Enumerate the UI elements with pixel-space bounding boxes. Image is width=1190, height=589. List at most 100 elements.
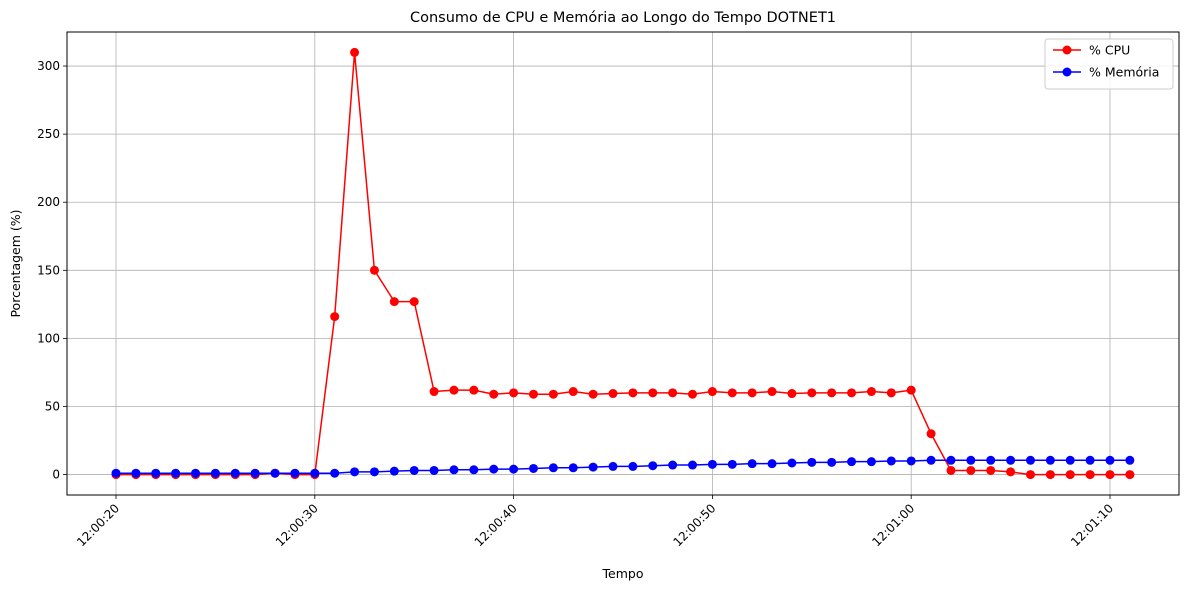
data-point-cpu: [688, 389, 698, 399]
data-point-memory: [409, 465, 419, 475]
legend-marker-memory: [1062, 67, 1072, 77]
plot-area-frame: [66, 31, 1180, 496]
data-point-memory: [906, 456, 916, 466]
data-point-cpu: [807, 388, 817, 398]
data-point-cpu: [707, 387, 717, 397]
data-point-cpu: [588, 389, 598, 399]
data-point-memory: [668, 460, 678, 470]
data-point-memory: [568, 463, 578, 473]
data-point-cpu: [747, 388, 757, 398]
data-point-cpu: [1045, 470, 1055, 480]
data-point-memory: [191, 468, 201, 478]
data-point-cpu: [1025, 470, 1035, 480]
data-point-memory: [151, 468, 161, 478]
data-point-cpu: [1065, 470, 1075, 480]
data-point-memory: [1125, 455, 1135, 465]
data-point-memory: [628, 461, 638, 471]
data-point-cpu: [827, 388, 837, 398]
data-point-cpu: [429, 387, 439, 397]
data-point-cpu: [946, 465, 956, 475]
data-point-cpu: [668, 388, 678, 398]
data-point-memory: [648, 461, 658, 471]
legend-label-memory: % Memória: [1089, 65, 1159, 80]
data-point-memory: [966, 455, 976, 465]
data-point-cpu: [608, 389, 618, 399]
x-axis-label: Tempo: [602, 566, 644, 581]
data-point-cpu: [886, 388, 896, 398]
y-tick-label: 50: [45, 399, 60, 413]
data-point-cpu: [986, 465, 996, 475]
chart-title: Consumo de CPU e Memória ao Longo do Tem…: [410, 10, 836, 26]
data-point-memory: [866, 457, 876, 467]
data-point-cpu: [926, 429, 936, 439]
data-point-cpu: [568, 387, 578, 397]
data-point-cpu: [648, 388, 658, 398]
data-point-memory: [1045, 455, 1055, 465]
data-point-memory: [1105, 455, 1115, 465]
data-point-memory: [747, 459, 757, 469]
data-point-cpu: [1125, 470, 1135, 480]
data-point-cpu: [767, 387, 777, 397]
data-point-memory: [489, 464, 499, 474]
data-point-memory: [886, 456, 896, 466]
data-point-memory: [290, 468, 300, 478]
y-tick-label: 300: [37, 59, 60, 73]
legend: % CPU % Memória: [1044, 38, 1174, 90]
data-point-memory: [449, 465, 459, 475]
data-point-cpu: [469, 385, 479, 395]
data-point-cpu: [449, 385, 459, 395]
data-point-memory: [469, 465, 479, 475]
data-point-memory: [171, 468, 181, 478]
data-point-memory: [847, 457, 857, 467]
legend-label-cpu: % CPU: [1089, 43, 1130, 58]
data-point-memory: [1025, 455, 1035, 465]
data-point-cpu: [1105, 470, 1115, 480]
data-point-cpu: [866, 387, 876, 397]
series-line-memory: [116, 459, 1130, 474]
data-point-memory: [369, 467, 379, 477]
data-point-memory: [727, 459, 737, 469]
data-point-memory: [210, 468, 220, 478]
data-point-memory: [767, 459, 777, 469]
data-point-cpu: [966, 465, 976, 475]
data-point-memory: [350, 467, 360, 477]
data-point-cpu: [389, 297, 399, 307]
data-point-cpu: [847, 388, 857, 398]
data-point-memory: [270, 468, 280, 478]
y-tick-label: 250: [37, 127, 60, 141]
legend-box: [1044, 38, 1174, 90]
data-point-cpu: [489, 389, 499, 399]
data-point-memory: [548, 463, 558, 473]
data-point-memory: [230, 468, 240, 478]
data-point-cpu: [787, 389, 797, 399]
y-axis-label: Porcentagem (%): [8, 209, 23, 317]
data-point-cpu: [350, 47, 360, 57]
data-point-memory: [688, 460, 698, 470]
y-axis-ticks: 0 50 100 150 200 250 300: [37, 59, 67, 482]
data-point-cpu: [628, 388, 638, 398]
data-point-cpu: [548, 389, 558, 399]
y-tick-label: 200: [37, 195, 60, 209]
data-point-memory: [1065, 455, 1075, 465]
data-point-memory: [787, 458, 797, 468]
y-tick-label: 150: [37, 263, 60, 277]
data-point-cpu: [409, 297, 419, 307]
data-point-memory: [986, 455, 996, 465]
data-point-memory: [588, 462, 598, 472]
data-point-memory: [509, 464, 519, 474]
data-point-memory: [310, 468, 320, 478]
data-point-memory: [827, 457, 837, 467]
series-layer: [111, 47, 1135, 480]
data-point-memory: [608, 461, 618, 471]
data-point-memory: [389, 466, 399, 476]
data-point-memory: [807, 457, 817, 467]
data-point-memory: [946, 455, 956, 465]
data-point-memory: [707, 459, 717, 469]
data-point-memory: [330, 468, 340, 478]
data-point-memory: [429, 465, 439, 475]
data-point-memory: [1006, 455, 1016, 465]
data-point-memory: [528, 463, 538, 473]
data-point-memory: [131, 468, 141, 478]
